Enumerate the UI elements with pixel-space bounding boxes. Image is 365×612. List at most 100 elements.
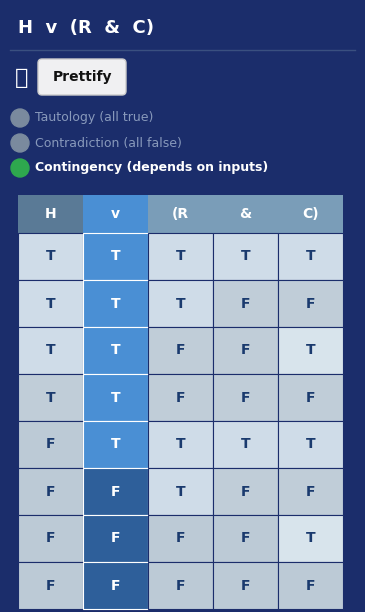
- Bar: [83, 421, 148, 468]
- Bar: [278, 327, 343, 374]
- FancyBboxPatch shape: [38, 59, 126, 95]
- Bar: [213, 280, 278, 327]
- Text: T: T: [241, 438, 250, 452]
- Bar: [278, 468, 343, 515]
- Bar: [83, 327, 148, 374]
- Text: T: T: [176, 485, 185, 499]
- Bar: [148, 233, 213, 280]
- Text: T: T: [176, 296, 185, 310]
- Bar: [278, 374, 343, 421]
- Bar: [278, 195, 343, 233]
- Text: v: v: [111, 207, 120, 221]
- Text: T: T: [111, 343, 120, 357]
- Text: F: F: [241, 343, 250, 357]
- Circle shape: [11, 159, 29, 177]
- Bar: [83, 195, 148, 233]
- Circle shape: [11, 109, 29, 127]
- Text: F: F: [241, 485, 250, 499]
- Bar: [213, 374, 278, 421]
- Bar: [213, 468, 278, 515]
- Bar: [148, 195, 213, 233]
- Text: F: F: [306, 296, 315, 310]
- Text: F: F: [176, 531, 185, 545]
- Bar: [213, 195, 278, 233]
- Text: F: F: [46, 438, 55, 452]
- Bar: [278, 421, 343, 468]
- Bar: [18, 233, 83, 280]
- Bar: [18, 374, 83, 421]
- Text: T: T: [306, 250, 315, 264]
- Text: C): C): [302, 207, 319, 221]
- Text: T: T: [176, 438, 185, 452]
- Text: (R: (R: [172, 207, 189, 221]
- Text: F: F: [306, 578, 315, 592]
- Bar: [148, 280, 213, 327]
- Text: F: F: [306, 390, 315, 405]
- Text: T: T: [111, 296, 120, 310]
- Bar: [148, 468, 213, 515]
- Text: F: F: [111, 578, 120, 592]
- Text: Contradiction (all false): Contradiction (all false): [35, 136, 182, 149]
- Bar: [148, 421, 213, 468]
- Bar: [213, 515, 278, 562]
- Bar: [83, 374, 148, 421]
- Bar: [278, 562, 343, 609]
- Bar: [148, 327, 213, 374]
- Text: Contingency (depends on inputs): Contingency (depends on inputs): [35, 162, 268, 174]
- Text: F: F: [241, 578, 250, 592]
- Text: F: F: [176, 343, 185, 357]
- Text: &: &: [239, 207, 251, 221]
- Text: F: F: [241, 531, 250, 545]
- Text: F: F: [46, 531, 55, 545]
- Text: T: T: [46, 390, 55, 405]
- Text: F: F: [46, 578, 55, 592]
- Bar: [148, 515, 213, 562]
- Bar: [18, 280, 83, 327]
- Bar: [18, 562, 83, 609]
- Bar: [213, 562, 278, 609]
- Text: T: T: [241, 250, 250, 264]
- Text: Tautology (all true): Tautology (all true): [35, 111, 153, 124]
- Text: T: T: [176, 250, 185, 264]
- Text: T: T: [111, 250, 120, 264]
- Text: F: F: [111, 485, 120, 499]
- Text: F: F: [241, 296, 250, 310]
- Text: F: F: [46, 485, 55, 499]
- Bar: [213, 233, 278, 280]
- Bar: [213, 327, 278, 374]
- Text: T: T: [111, 390, 120, 405]
- Bar: [213, 421, 278, 468]
- Text: T: T: [46, 296, 55, 310]
- Text: Prettify: Prettify: [52, 70, 112, 84]
- Text: F: F: [111, 531, 120, 545]
- Bar: [18, 421, 83, 468]
- Bar: [278, 280, 343, 327]
- Bar: [83, 468, 148, 515]
- Text: H: H: [45, 207, 56, 221]
- Text: T: T: [111, 438, 120, 452]
- Bar: [278, 233, 343, 280]
- Text: F: F: [176, 390, 185, 405]
- Text: F: F: [306, 485, 315, 499]
- Bar: [148, 562, 213, 609]
- Bar: [18, 327, 83, 374]
- Circle shape: [11, 134, 29, 152]
- Text: F: F: [241, 390, 250, 405]
- Bar: [18, 195, 83, 233]
- Text: T: T: [46, 343, 55, 357]
- Bar: [278, 515, 343, 562]
- Text: T: T: [46, 250, 55, 264]
- Text: T: T: [306, 343, 315, 357]
- Text: F: F: [176, 578, 185, 592]
- Bar: [83, 515, 148, 562]
- Text: T: T: [306, 438, 315, 452]
- Bar: [18, 515, 83, 562]
- Bar: [18, 468, 83, 515]
- Bar: [83, 233, 148, 280]
- Text: T: T: [306, 531, 315, 545]
- Bar: [83, 562, 148, 609]
- Text: H  v  (R  &  C): H v (R & C): [18, 19, 154, 37]
- Text: 👍: 👍: [15, 68, 29, 88]
- Bar: [148, 374, 213, 421]
- Bar: [83, 280, 148, 327]
